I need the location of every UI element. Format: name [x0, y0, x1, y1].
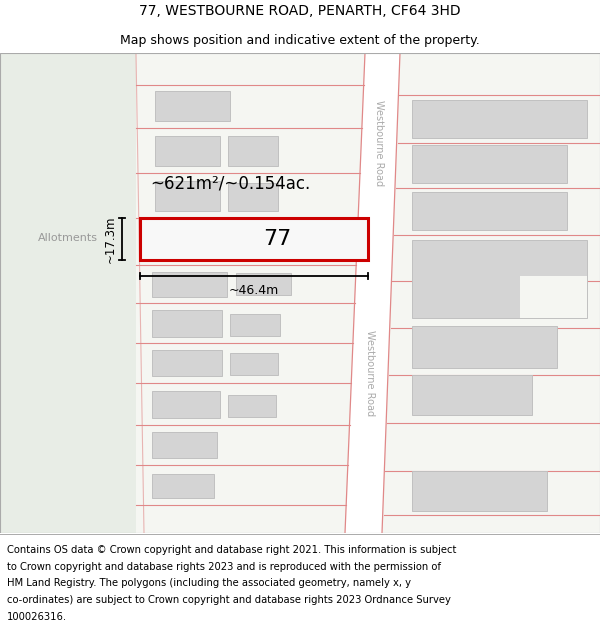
- Bar: [152, 432, 217, 458]
- Bar: [228, 136, 278, 166]
- Bar: [228, 183, 278, 211]
- Bar: [140, 218, 368, 260]
- Bar: [155, 136, 220, 166]
- Text: ~621m²/~0.154ac.: ~621m²/~0.154ac.: [150, 174, 310, 192]
- Bar: [0, 53, 136, 533]
- Bar: [412, 471, 547, 511]
- Polygon shape: [345, 53, 400, 533]
- Text: co-ordinates) are subject to Crown copyright and database rights 2023 Ordnance S: co-ordinates) are subject to Crown copyr…: [7, 595, 451, 605]
- Text: 77: 77: [263, 229, 291, 249]
- Bar: [230, 314, 280, 336]
- Text: ~46.4m: ~46.4m: [229, 284, 279, 297]
- Bar: [228, 395, 276, 417]
- Text: 77, WESTBOURNE ROAD, PENARTH, CF64 3HD: 77, WESTBOURNE ROAD, PENARTH, CF64 3HD: [139, 4, 461, 19]
- Bar: [152, 310, 222, 337]
- Bar: [236, 273, 291, 295]
- Text: Westbourne Road: Westbourne Road: [374, 100, 384, 186]
- Bar: [412, 326, 557, 368]
- Text: ~17.3m: ~17.3m: [104, 215, 117, 262]
- Text: Map shows position and indicative extent of the property.: Map shows position and indicative extent…: [120, 34, 480, 47]
- Bar: [412, 100, 587, 138]
- Bar: [155, 91, 230, 121]
- Text: to Crown copyright and database rights 2023 and is reproduced with the permissio: to Crown copyright and database rights 2…: [7, 562, 441, 572]
- Text: Westbourne Road: Westbourne Road: [365, 330, 374, 416]
- Bar: [520, 276, 587, 318]
- Bar: [240, 236, 285, 258]
- Bar: [152, 474, 214, 498]
- Text: Allotments: Allotments: [38, 233, 98, 243]
- Bar: [230, 353, 278, 375]
- Text: HM Land Registry. The polygons (including the associated geometry, namely x, y: HM Land Registry. The polygons (includin…: [7, 579, 411, 589]
- Bar: [412, 192, 567, 230]
- Bar: [152, 391, 220, 418]
- Text: 100026316.: 100026316.: [7, 612, 67, 622]
- Bar: [152, 350, 222, 376]
- Bar: [152, 272, 227, 297]
- Bar: [412, 145, 567, 183]
- Bar: [412, 240, 587, 318]
- Bar: [155, 181, 220, 211]
- Text: Contains OS data © Crown copyright and database right 2021. This information is : Contains OS data © Crown copyright and d…: [7, 545, 457, 555]
- Bar: [412, 375, 532, 415]
- Bar: [152, 223, 237, 258]
